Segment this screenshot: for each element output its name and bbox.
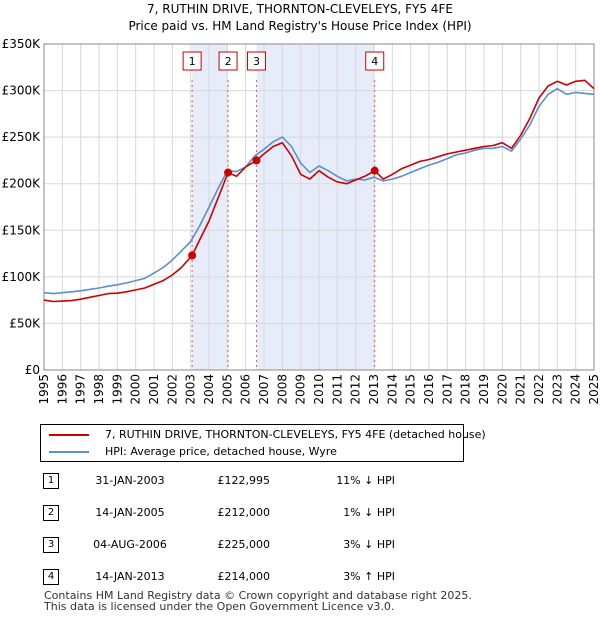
transaction-price: £212,000: [217, 506, 271, 519]
x-tick-label: 2006: [239, 374, 253, 405]
x-tick-label: 2004: [202, 374, 216, 405]
event-marker-label-3: 3: [253, 55, 260, 68]
y-tick-label: £300K: [2, 84, 42, 98]
series-line-property: [43, 79, 595, 303]
transaction-date: 04-AUG-2006: [93, 538, 167, 551]
x-tick-label: 2000: [129, 374, 143, 405]
y-tick-label: £50K: [9, 316, 41, 330]
y-tick-label: £200K: [2, 177, 42, 191]
x-tick-label: 2009: [294, 374, 308, 405]
transaction-price: £214,000: [217, 570, 271, 583]
y-tick-label: £250K: [2, 130, 42, 144]
chart-legend: 7, RUTHIN DRIVE, THORNTON-CLEVELEYS, FY5…: [40, 424, 486, 462]
legend-swatch-property: [49, 434, 89, 436]
table-row: 3 04-AUG-2006 £225,000 3% ↓ HPI: [40, 536, 460, 554]
x-tick-label: 2003: [184, 374, 198, 405]
table-row: 1 31-JAN-2003 £122,995 11% ↓ HPI: [40, 472, 460, 490]
x-tick-label: 2008: [275, 374, 289, 405]
series-line-hpi: [43, 87, 595, 295]
shaded-range-2: [256, 44, 375, 370]
x-tick-label: 2002: [165, 374, 179, 405]
event-marker-box-1: [182, 51, 202, 71]
footer-line-1: Contains HM Land Registry data © Crown c…: [44, 589, 472, 602]
footer-line-2: This data is licensed under the Open Gov…: [44, 600, 395, 613]
x-tick-label: 1999: [110, 374, 124, 405]
x-tick-label: 1997: [74, 374, 88, 405]
table-row: 2 14-JAN-2005 £212,000 1% ↓ HPI: [40, 504, 460, 522]
x-tick-label: 2019: [477, 374, 491, 405]
y-tick-label: £0: [25, 363, 40, 377]
y-tick-label: £350K: [2, 37, 42, 51]
transaction-marker: 3: [43, 537, 59, 553]
x-tick-label: 2016: [422, 374, 436, 405]
x-tick-label: 2022: [532, 374, 546, 405]
transaction-date: 31-JAN-2003: [95, 474, 165, 487]
transaction-marker: 1: [43, 473, 59, 489]
x-tick-label: 2017: [440, 374, 454, 405]
x-tick-label: 2005: [220, 374, 234, 405]
x-tick-label: 1995: [37, 374, 51, 405]
x-tick-label: 2023: [550, 374, 564, 405]
price-chart: 7, RUTHIN DRIVE, THORNTON-CLEVELEYS, FY5…: [2, 2, 600, 405]
sale-point-2: [224, 168, 233, 177]
transaction-price: £122,995: [217, 474, 271, 487]
x-tick-label: 2020: [495, 374, 509, 405]
transaction-date: 14-JAN-2005: [95, 506, 165, 519]
transaction-marker: 4: [43, 569, 59, 585]
y-tick-label: £100K: [2, 270, 42, 284]
legend-swatch-hpi: [49, 451, 89, 453]
transaction-hpi-diff: 1% ↓ HPI: [343, 506, 395, 519]
footer-attribution: Contains HM Land Registry data © Crown c…: [44, 590, 472, 612]
transaction-hpi-diff: 11% ↓ HPI: [336, 474, 395, 487]
x-tick-label: 2012: [349, 374, 363, 405]
table-row: 4 14-JAN-2013 £214,000 3% ↑ HPI: [40, 568, 460, 586]
transaction-price: £225,000: [217, 538, 271, 551]
transaction-hpi-diff: 3% ↑ HPI: [343, 570, 395, 583]
event-marker-box-4: [365, 51, 385, 71]
event-marker-box-3: [246, 51, 266, 71]
sale-point-3: [252, 156, 261, 165]
x-tick-label: 2011: [330, 374, 344, 405]
transaction-hpi-diff: 3% ↓ HPI: [343, 538, 395, 551]
sale-point-4: [370, 166, 379, 175]
event-marker-label-2: 2: [225, 55, 232, 68]
plot-frame: [43, 43, 595, 371]
x-tick-label: 2001: [147, 374, 161, 405]
event-marker-label-4: 4: [371, 55, 378, 68]
x-tick-label: 2021: [514, 374, 528, 405]
x-tick-label: 2010: [312, 374, 326, 405]
plot-area: £0 £50K £100K £150K £200K £250K £300K £350K 1995…: [2, 37, 600, 405]
legend-label-property: 7, RUTHIN DRIVE, THORNTON-CLEVELEYS, FY5…: [105, 428, 486, 441]
shaded-range-1: [192, 44, 229, 370]
x-tick-label: 2013: [367, 374, 381, 405]
x-tick-label: 2014: [385, 374, 399, 405]
sale-point-1: [188, 251, 197, 260]
transaction-date: 14-JAN-2013: [95, 570, 165, 583]
x-tick-label: 2007: [257, 374, 271, 405]
x-tick-label: 2025: [587, 374, 600, 405]
x-tick-label: 1998: [92, 374, 106, 405]
transaction-marker: 2: [43, 505, 59, 521]
legend-label-hpi: HPI: Average price, detached house, Wyre: [105, 445, 337, 458]
x-tick-label: 1996: [55, 374, 69, 405]
event-marker-label-1: 1: [189, 55, 196, 68]
x-tick-label: 2015: [404, 374, 418, 405]
x-tick-label: 2024: [569, 374, 583, 405]
chart-title-line-2: Price paid vs. HM Land Registry's House …: [128, 19, 471, 33]
x-tick-label: 2018: [459, 374, 473, 405]
event-marker-box-2: [218, 51, 238, 71]
y-tick-label: £150K: [2, 223, 42, 237]
chart-title-line-1: 7, RUTHIN DRIVE, THORNTON-CLEVELEYS, FY5…: [147, 2, 453, 16]
